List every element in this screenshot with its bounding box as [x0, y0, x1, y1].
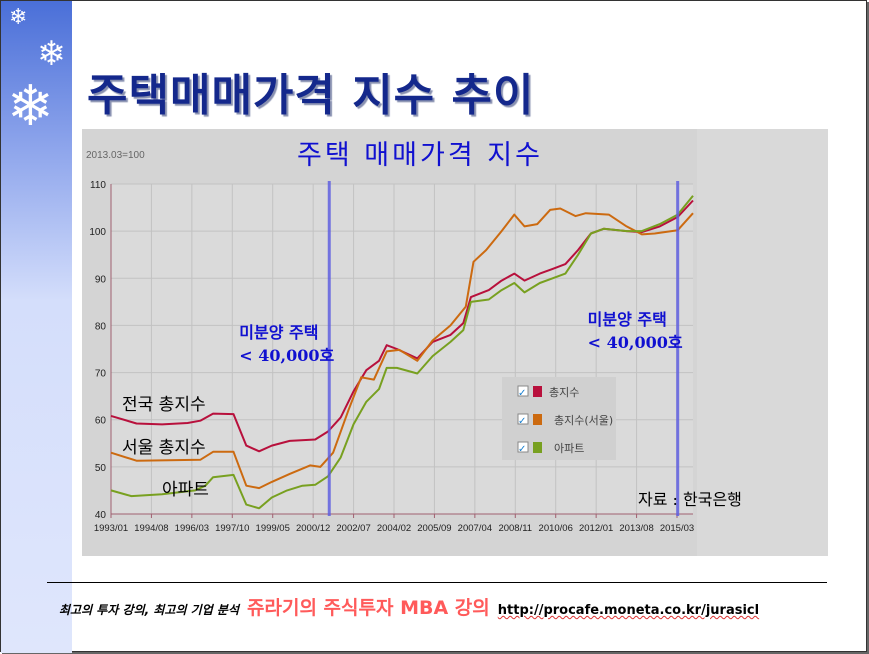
divider [47, 582, 827, 583]
x-tick-label: 2004/02 [377, 523, 411, 534]
footer-tagline: 최고의 투자 강의, 최고의 기업 분석 [59, 603, 240, 617]
legend-swatch [533, 386, 542, 397]
x-tick-label: 2007/04 [458, 523, 492, 534]
x-tick-label: 2012/01 [579, 523, 613, 534]
x-tick-label: 1994/08 [134, 523, 168, 534]
legend-checkbox [517, 441, 529, 453]
legend-label: 총지수 [549, 386, 579, 399]
legend-checkbox [517, 413, 529, 425]
y-tick-label: 40 [95, 510, 107, 521]
source-note: 자료 : 한국은행 [638, 490, 742, 509]
y-tick-label: 70 [95, 369, 107, 380]
x-tick-label: 1997/10 [215, 523, 249, 534]
legend-swatch [533, 442, 542, 453]
footer-brand: 쥬라기의 주식투자 MBA 강의 [247, 597, 490, 619]
check-icon: ✓ [518, 416, 526, 427]
x-tick-label: 2002/07 [336, 523, 370, 534]
base-note: 2013.03=100 [86, 150, 145, 161]
annotation-text: 미분양 주택 [588, 310, 667, 329]
x-tick-label: 2000/12 [296, 523, 330, 534]
slide-title: 주택매매가격 지수 추이 [87, 70, 535, 121]
decorative-strip: ❄ ❄ ❄ [1, 1, 72, 653]
y-tick-label: 90 [95, 274, 107, 285]
series-line-2 [110, 207, 694, 490]
snowflake-icon: ❄ [9, 5, 28, 30]
legend-swatch [533, 414, 542, 425]
y-tick-label: 50 [95, 463, 107, 474]
series-label: 서울 총지수 [122, 438, 206, 458]
line-chart: 2013.03=100 주택 매매가격 지수 40 50 60 70 80 90 100 110 1… [82, 129, 742, 556]
footer: 최고의 투자 강의, 최고의 기업 분석 쥬라기의 주식투자 MBA 강의 ht… [59, 593, 759, 620]
y-tick-label: 60 [95, 416, 107, 427]
x-tick-label: 2005/09 [417, 523, 451, 534]
footer-url[interactable]: http://procafe.moneta.co.kr/jurasicl [497, 603, 760, 618]
series-label: 아파트 [162, 480, 209, 500]
x-tick-label: 2015/03 [660, 523, 694, 534]
check-icon: ✓ [518, 444, 526, 455]
y-tick-label: 80 [95, 321, 107, 332]
x-tick-label: 1996/03 [175, 523, 209, 534]
check-icon: ✓ [518, 388, 526, 399]
legend-checkbox [517, 385, 529, 397]
snowflake-icon: ❄ [37, 34, 66, 74]
legend-label: 아파트 [554, 442, 584, 455]
x-tick-label: 2013/08 [619, 523, 653, 534]
annotation-text: 미분양 주택 [239, 323, 318, 342]
chart: 2013.03=100 주택 매매가격 지수 40 50 60 70 80 90 100 110 1… [82, 129, 828, 556]
y-tick-label: 110 [90, 180, 106, 191]
x-tick-label: 2010/06 [539, 523, 573, 534]
snowflake-icon: ❄ [7, 74, 54, 139]
annotation-text: < 40,000호 [588, 333, 683, 352]
x-tick-label: 1993/01 [94, 523, 128, 534]
x-tick-label: 2008/11 [498, 523, 532, 534]
y-tick-label: 100 [89, 227, 106, 238]
series-label: 전국 총지수 [122, 395, 206, 415]
chart-title: 주택 매매가격 지수 [297, 140, 543, 171]
legend-label: 총지수(서울) [554, 414, 613, 427]
annotation-text: < 40,000호 [239, 346, 334, 365]
x-tick-label: 1999/05 [256, 523, 290, 534]
series-line-3 [110, 195, 694, 510]
